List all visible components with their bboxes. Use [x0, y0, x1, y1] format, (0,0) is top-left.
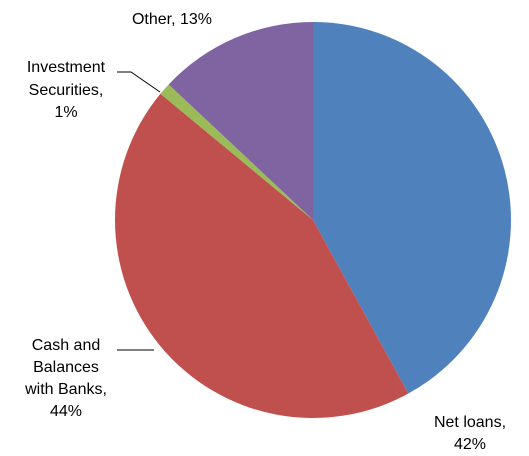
data-label-cash-and-balances-with-banks: Cash and Balances with Banks, 44%	[24, 337, 107, 420]
data-label-line: 42%	[454, 436, 486, 453]
data-label-line: Securities,	[29, 82, 104, 99]
data-label-line: Cash and	[32, 337, 101, 354]
leader-lines	[117, 71, 161, 351]
data-label-investment-securities: Investment Securities, 1%	[27, 59, 106, 121]
data-label-line: with Banks,	[24, 381, 107, 398]
leader-line	[117, 71, 161, 93]
data-label-other: Other, 13%	[132, 11, 212, 28]
data-label-line: 44%	[50, 403, 82, 420]
pie-slices	[114, 22, 512, 419]
pie-slice-cash-and-balances-with-banks	[114, 93, 409, 419]
data-label-line: Balances	[33, 359, 99, 376]
pie-slice-investment-securities	[160, 84, 313, 220]
data-label-net-loans: Net loans, 42%	[434, 414, 506, 453]
data-label-line: Net loans,	[434, 414, 506, 431]
pie-slice-other	[168, 22, 313, 220]
data-label-line: Other, 13%	[132, 11, 212, 28]
pie-slice-net-loans	[313, 22, 512, 394]
slice-labels: Net loans, 42% Cash and Balances with Banks,…	[24, 11, 506, 453]
data-label-line: 1%	[54, 104, 77, 121]
data-label-line: Investment	[27, 59, 106, 76]
